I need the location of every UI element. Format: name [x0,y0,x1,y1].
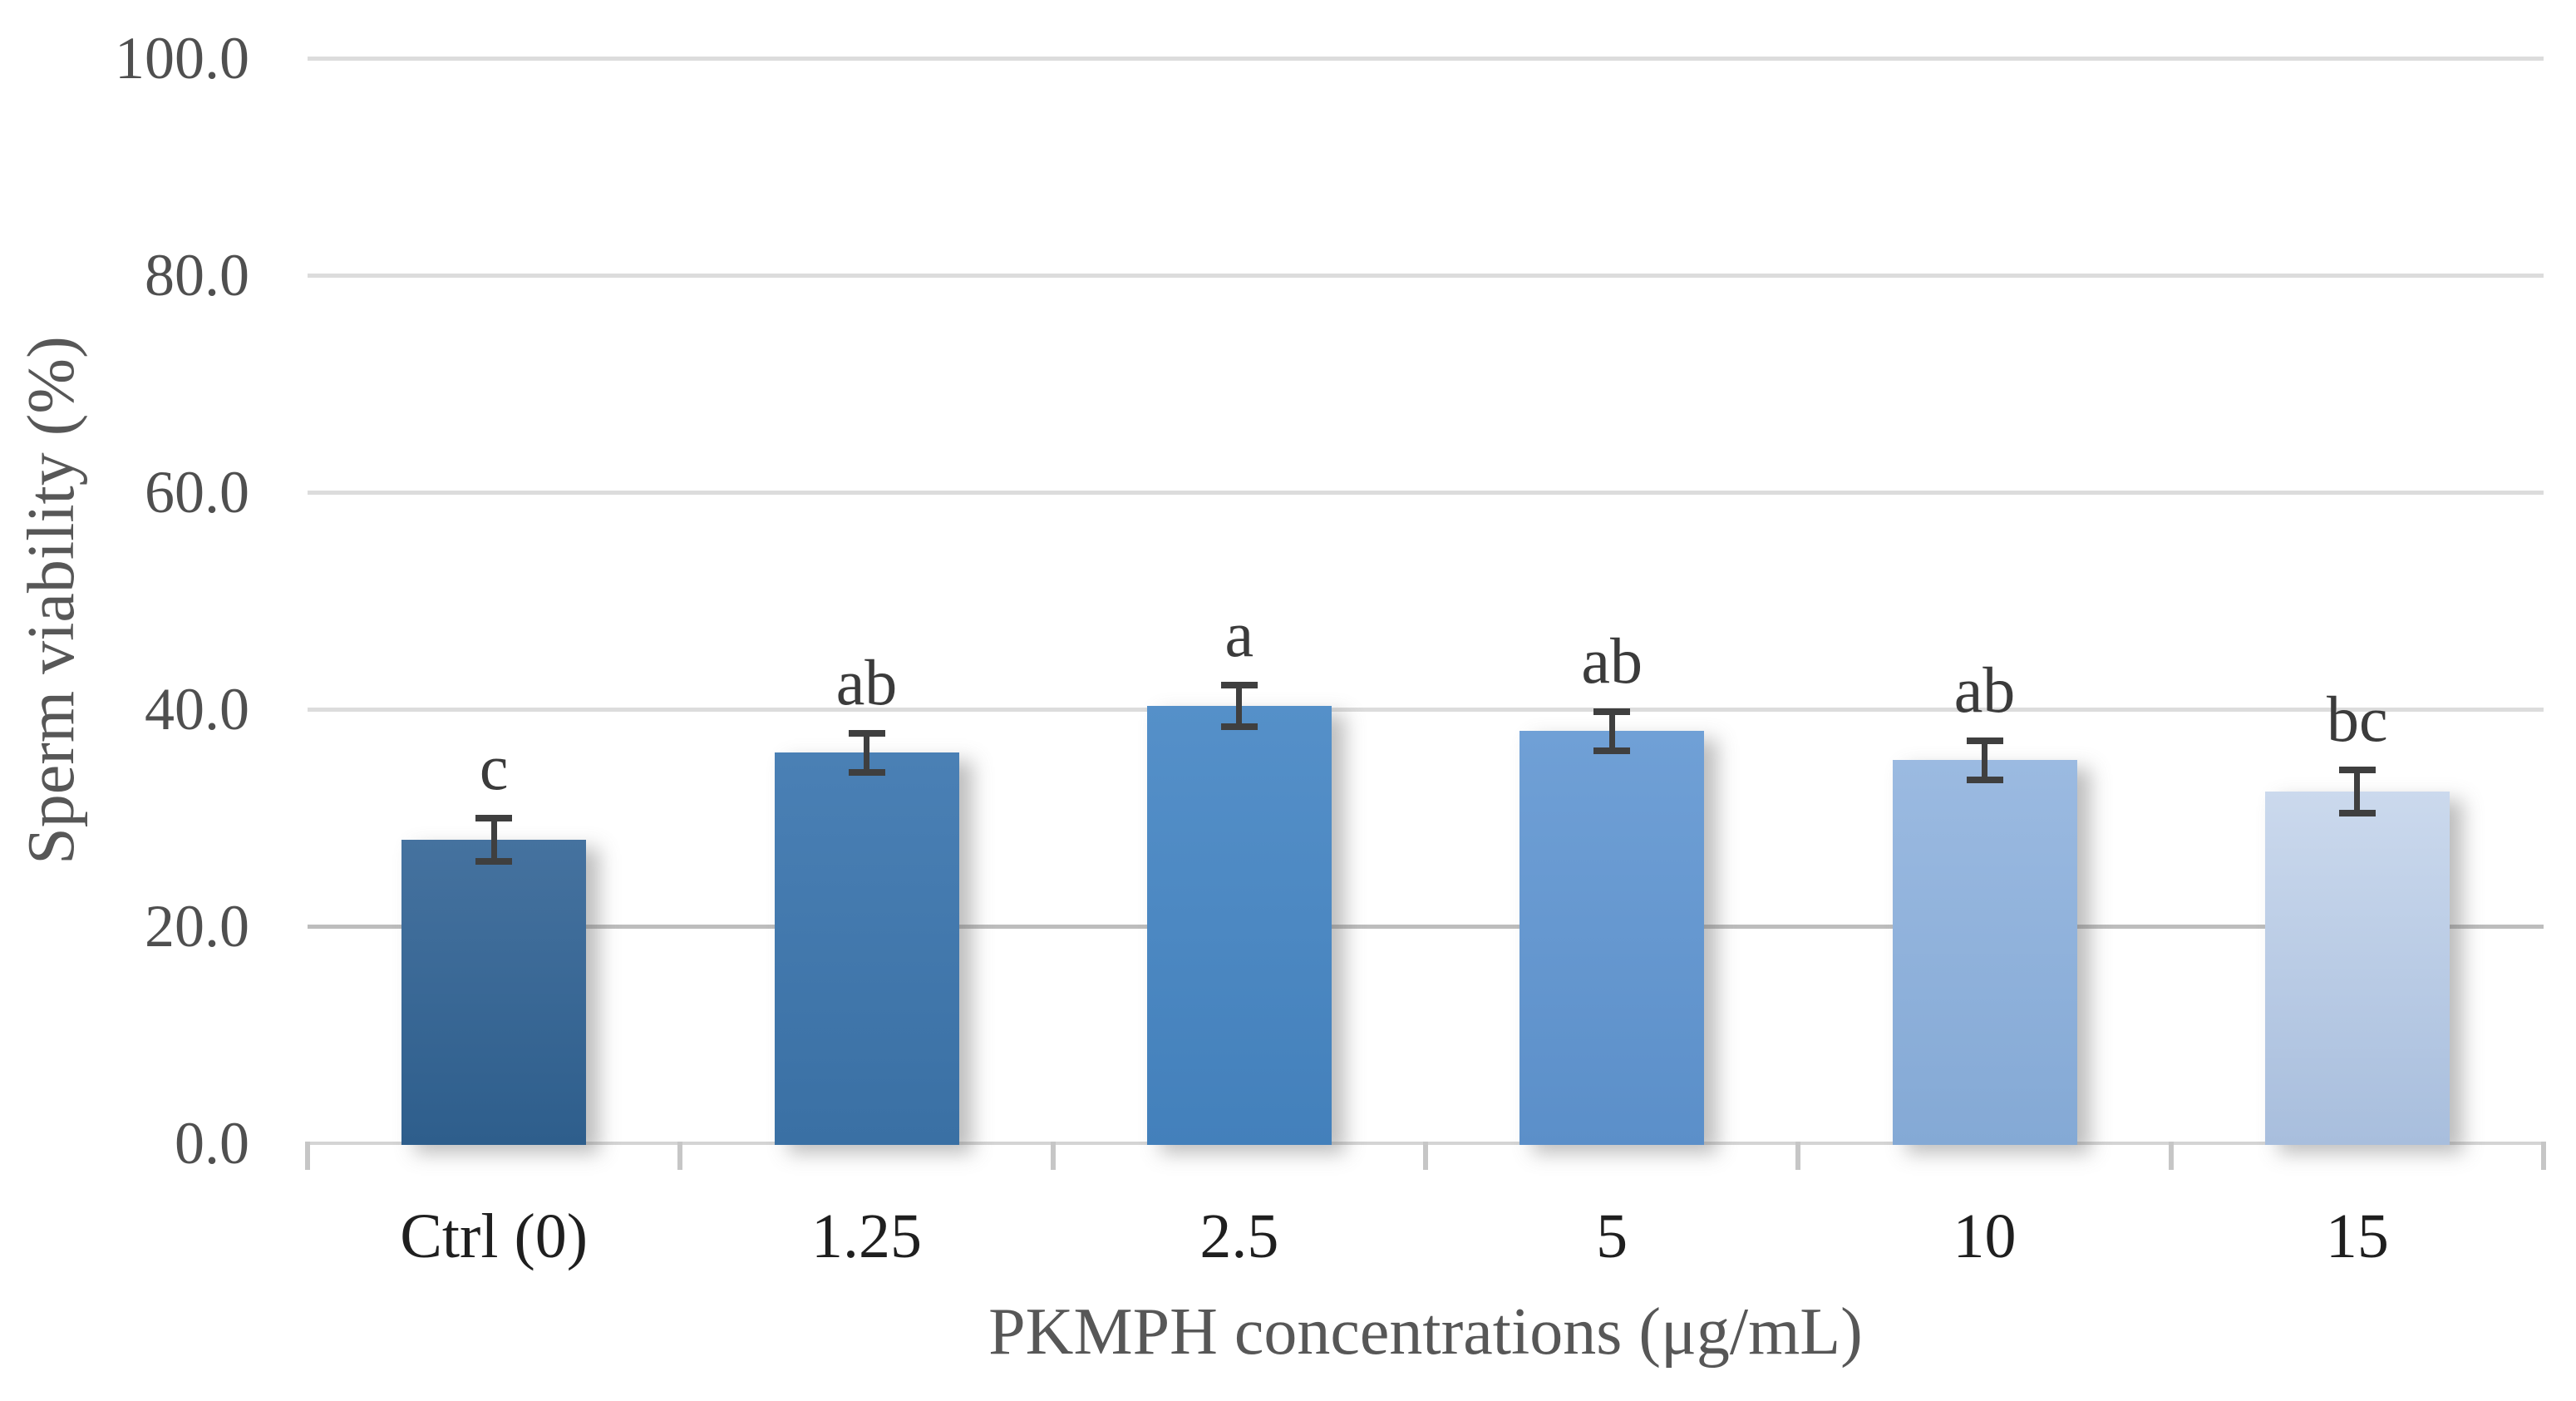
x-axis-tick [677,1142,683,1170]
x-category-label: 1.25 [810,1201,922,1271]
y-tick-label: 40.0 [145,676,249,742]
error-bar-stem [2354,770,2361,814]
error-bar-top-cap [475,814,513,821]
y-gridline [308,274,2544,278]
bar [1146,706,1332,1145]
x-axis-tick [1795,1142,1801,1170]
bar [774,752,959,1145]
error-bar-bottom-cap [475,857,513,865]
significance-letter: c [479,730,509,803]
error-bar-bottom-cap [1593,747,1631,754]
y-tick-label: 80.0 [145,242,249,308]
error-bar-top-cap [1966,737,2003,744]
error-bar-top-cap [2338,767,2376,774]
x-axis-tick [1050,1142,1056,1170]
x-category-label: 5 [1596,1201,1628,1271]
y-gridline [308,57,2544,61]
y-axis-title: Sperm viability (%) [15,336,88,865]
error-bar-top-cap [848,729,885,737]
significance-letter: ab [1581,624,1643,697]
significance-letter: bc [2327,683,2388,756]
y-tick-label: 100.0 [115,25,249,91]
significance-letter: ab [1953,653,2016,726]
x-axis-tick [305,1142,310,1170]
bar [1519,731,1705,1145]
x-axis-tick [2168,1142,2174,1170]
x-axis-tick [1423,1142,1428,1170]
y-gridline [308,491,2544,495]
x-axis-tick [2541,1142,2546,1170]
error-bar-top-cap [1593,708,1631,715]
y-gridline [308,708,2544,712]
error-bar-bottom-cap [848,768,885,776]
x-category-label: 10 [1953,1201,2017,1271]
error-bar-bottom-cap [2338,810,2376,817]
error-bar-stem [1236,685,1243,727]
y-tick-label: 20.0 [145,893,249,959]
bar [401,839,587,1145]
y-tick-label: 0.0 [175,1110,249,1177]
significance-letter: a [1224,598,1254,671]
error-bar-bottom-cap [1966,776,2003,783]
bar [2264,792,2450,1145]
error-bar-stem [1608,711,1615,751]
y-tick-label: 60.0 [145,459,249,525]
x-category-label: Ctrl (0) [400,1201,589,1271]
x-category-label: 15 [2325,1201,2389,1271]
significance-letter: ab [835,645,898,718]
bar [1892,760,2077,1145]
error-bar-stem [1982,740,1987,780]
x-axis-title: PKMPH concentrations (μg/mL) [988,1295,1863,1369]
error-bar-top-cap [1220,682,1258,689]
error-bar-bottom-cap [1220,723,1258,730]
error-bar-stem [490,817,497,861]
y-gridline [308,925,2544,929]
x-category-label: 2.5 [1199,1201,1279,1271]
error-bar-stem [864,733,869,772]
